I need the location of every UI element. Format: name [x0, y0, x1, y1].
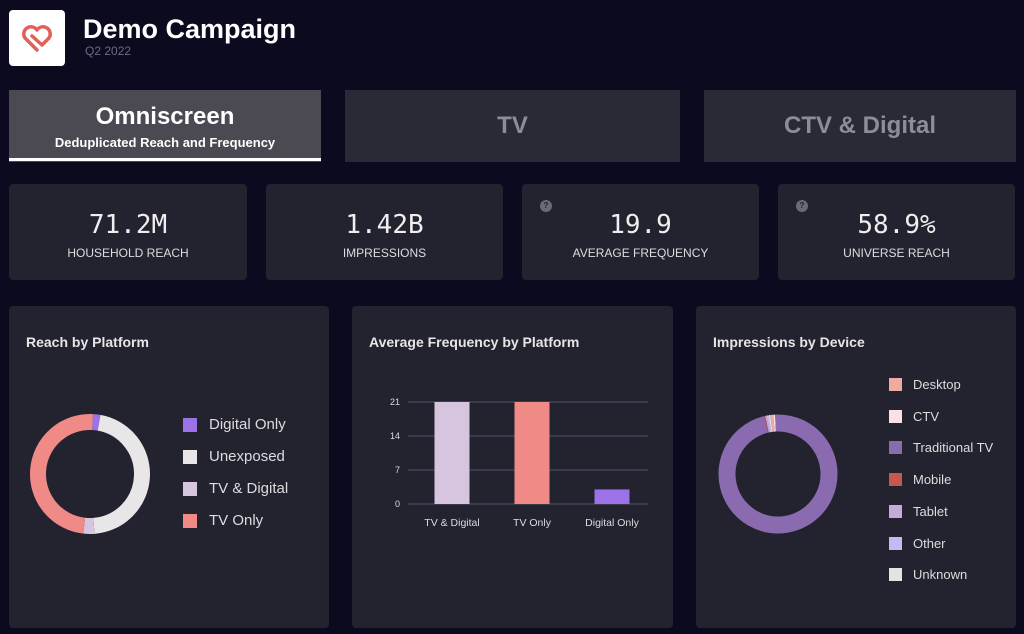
kpi-household-reach: 71.2M HOUSEHOLD REACH — [9, 184, 247, 280]
x-tick-label: TV & Digital — [424, 517, 479, 529]
page-subtitle: Q2 2022 — [85, 44, 132, 58]
kpi-value: 1.42B — [345, 210, 424, 240]
tab-label: TV — [497, 112, 528, 139]
kpi-impressions: 1.42B IMPRESSIONS — [266, 184, 503, 280]
legend-label: TV Only — [209, 512, 264, 529]
legend-swatch — [889, 378, 902, 391]
page-title: Demo Campaign — [83, 14, 297, 44]
kpi-label: AVERAGE FREQUENCY — [572, 246, 709, 260]
logo — [9, 10, 65, 66]
legend-label: Digital Only — [209, 416, 286, 433]
legend-item[interactable]: TV & Digital — [183, 480, 288, 497]
legend-item[interactable]: Digital Only — [183, 416, 286, 433]
legend-item[interactable]: Desktop — [889, 377, 961, 392]
x-tick-label: TV Only — [513, 517, 552, 529]
tab-sublabel: Deduplicated Reach and Frequency — [54, 134, 276, 150]
legend-swatch — [889, 504, 902, 518]
legend-swatch — [889, 473, 902, 487]
legend-swatch — [889, 409, 902, 423]
legend-item[interactable]: TV Only — [183, 512, 263, 529]
kpi-value: 58.9% — [857, 210, 936, 240]
legend-item[interactable]: Traditional TV — [889, 440, 993, 455]
tab-omniscreen[interactable]: Omniscreen Deduplicated Reach and Freque… — [9, 90, 321, 162]
reach-by-platform-panel: Reach by Platform Digital Only Unexposed T… — [9, 306, 329, 628]
tab-tv[interactable]: TV — [345, 90, 680, 162]
bar-tv-only[interactable] — [514, 402, 550, 504]
legend-swatch — [183, 417, 197, 432]
donut-slice-tv-only[interactable] — [30, 414, 93, 534]
kpi-average-frequency: ? 19.9 AVERAGE FREQUENCY — [522, 184, 759, 280]
legend-label: Tablet — [913, 503, 948, 519]
help-icon[interactable]: ? — [796, 200, 808, 212]
kpi-value: 71.2M — [88, 210, 168, 240]
frequency-bar-chart: 0 7 14 21 TV & Digital TV Only Digital Only — [390, 397, 648, 529]
legend-item[interactable]: Other — [889, 536, 946, 551]
legend-item[interactable]: Tablet — [889, 504, 948, 519]
legend-label: Desktop — [913, 377, 961, 392]
legend-label: Unknown — [913, 567, 968, 583]
donut-slice-traditional-tv[interactable] — [718, 414, 838, 534]
tab-label: CTV & Digital — [783, 112, 936, 139]
legend-item[interactable]: Unexposed — [183, 448, 285, 465]
chart-title: Average Frequency by Platform — [369, 334, 580, 350]
help-icon[interactable]: ? — [540, 200, 552, 212]
legend-swatch — [183, 481, 197, 496]
reach-donut-chart — [30, 414, 150, 534]
legend-swatch — [183, 513, 197, 528]
kpi-label: HOUSEHOLD REACH — [67, 246, 189, 260]
kpi-universe-reach: ? 58.9% UNIVERSE REACH — [778, 184, 1015, 280]
kpi-label: UNIVERSE REACH — [843, 246, 950, 260]
device-donut-chart — [718, 414, 838, 534]
tab-label: Omniscreen — [95, 102, 235, 130]
legend-swatch — [889, 568, 902, 582]
avg-frequency-panel: Average Frequency by Platform 0 7 14 21 TV &… — [352, 306, 673, 628]
chart-title: Impressions by Device — [713, 334, 865, 350]
y-tick-label: 21 — [390, 397, 400, 407]
bar-tv-digital[interactable] — [434, 402, 470, 504]
donut-slice-unexposed[interactable] — [93, 414, 150, 534]
tab-ctv-digital[interactable]: CTV & Digital — [704, 90, 1016, 162]
donut-slice-digital-only[interactable] — [92, 414, 101, 431]
y-tick-label: 7 — [395, 465, 400, 475]
y-tick-label: 0 — [395, 499, 400, 509]
legend-swatch — [889, 536, 902, 550]
legend-item[interactable]: Mobile — [889, 472, 951, 487]
active-tab-indicator — [9, 158, 321, 161]
legend-item[interactable]: Unknown — [889, 567, 967, 582]
heart-check-logo-icon — [22, 25, 52, 52]
legend-swatch — [889, 441, 902, 455]
legend-label: TV & Digital — [209, 480, 289, 497]
bar-digital-only[interactable] — [594, 489, 630, 504]
legend-label: Mobile — [913, 472, 952, 488]
legend-label: CTV — [913, 408, 939, 424]
legend-label: Unexposed — [209, 448, 285, 465]
legend-swatch — [183, 449, 197, 464]
chart-title: Reach by Platform — [26, 334, 149, 350]
kpi-label: IMPRESSIONS — [342, 246, 427, 260]
impressions-by-device-panel: Impressions by Device Desktop CTV Traditio… — [696, 306, 1016, 628]
kpi-value: 19.9 — [609, 210, 672, 240]
y-tick-label: 14 — [390, 431, 400, 441]
legend-label: Traditional TV — [913, 440, 994, 456]
legend-label: Other — [913, 535, 946, 551]
legend-item[interactable]: CTV — [889, 409, 939, 424]
x-tick-label: Digital Only — [585, 517, 639, 529]
